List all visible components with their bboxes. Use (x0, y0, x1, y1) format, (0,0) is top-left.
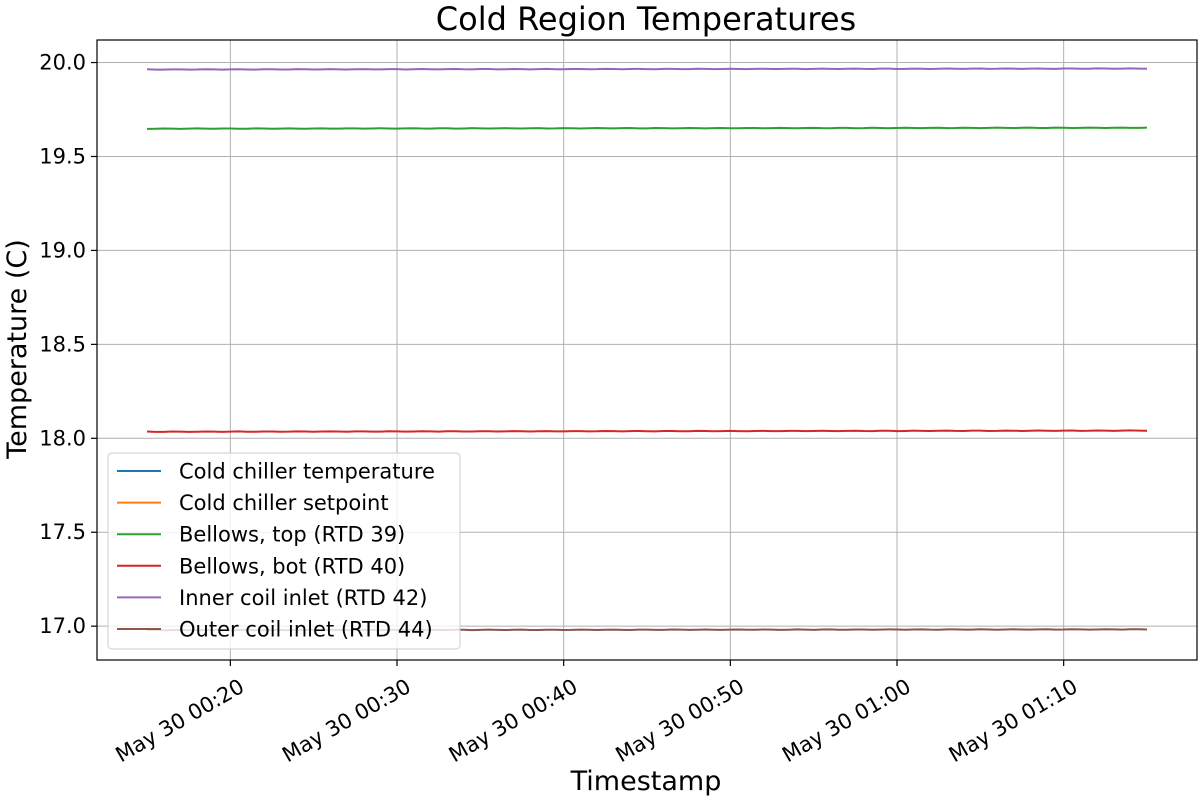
x-tick-label: May 30 00:30 (278, 674, 415, 767)
x-tick-label: May 30 01:00 (778, 674, 915, 767)
legend-label: Cold chiller setpoint (179, 491, 389, 515)
series-line (146, 126, 1148, 130)
x-tick-label: May 30 00:40 (445, 674, 582, 767)
legend-label: Inner coil inlet (RTD 42) (179, 586, 427, 610)
chart-title: Cold Region Temperatures (436, 0, 856, 38)
y-tick-label: 17.0 (39, 614, 86, 638)
y-axis: 17.0 17.5 18.0 18.5 19.0 19.5 20.0 (39, 51, 97, 638)
series-line (146, 67, 1148, 71)
legend-label: Outer coil inlet (RTD 44) (179, 618, 433, 642)
grid-lines (97, 40, 1197, 660)
x-axis: May 30 00:20 May 30 00:30 May 30 00:40 May … (111, 660, 1082, 767)
x-tick-label: May 30 00:20 (111, 674, 248, 767)
y-tick-label: 19.5 (39, 144, 86, 168)
y-tick-label: 20.0 (39, 51, 86, 75)
y-tick-label: 18.5 (39, 332, 86, 356)
y-tick-label: 18.0 (39, 426, 86, 450)
legend-box (107, 452, 461, 650)
y-tick-label: 19.0 (39, 238, 86, 262)
y-axis-label: Temperature (C) (2, 239, 33, 460)
x-tick-label: May 30 01:10 (945, 674, 1082, 767)
x-axis-label: Timestamp (570, 766, 722, 797)
legend-label: Bellows, top (RTD 39) (179, 523, 405, 547)
series-line (146, 429, 1148, 433)
legend-label: Cold chiller temperature (179, 460, 435, 484)
x-tick-label: May 30 00:50 (611, 674, 748, 767)
legend: Cold chiller temperature Cold chiller set… (107, 452, 461, 650)
y-tick-label: 17.5 (39, 520, 86, 544)
legend-label: Bellows, bot (RTD 40) (179, 554, 405, 578)
plot-frame (96, 39, 1198, 661)
